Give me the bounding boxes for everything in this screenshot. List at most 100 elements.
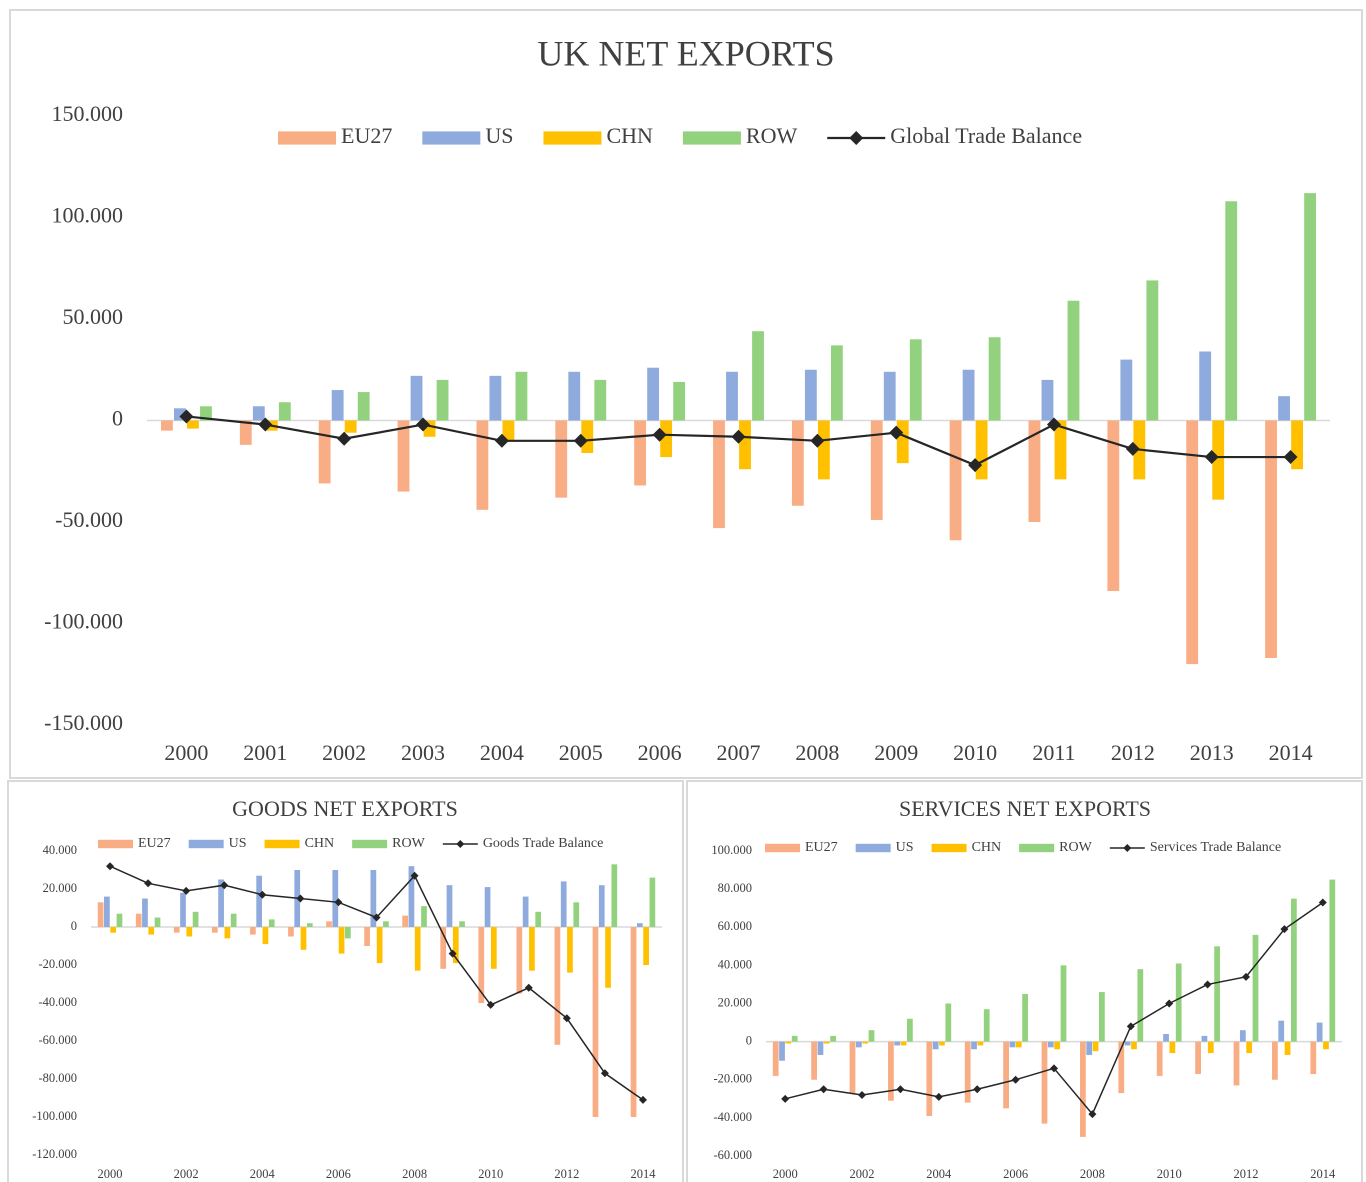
line-marker	[889, 425, 904, 440]
line-marker	[968, 458, 983, 473]
legend-label: US	[896, 840, 914, 855]
bar	[862, 1041, 869, 1044]
line-marker	[1088, 1110, 1097, 1119]
bar	[211, 927, 218, 933]
legend-swatch	[765, 843, 800, 853]
legend-swatch	[931, 843, 967, 853]
bar	[1284, 1041, 1291, 1055]
bar	[554, 927, 561, 1045]
bar	[1323, 1041, 1329, 1050]
x-tick-label: 2004	[926, 1167, 952, 1181]
bar	[555, 420, 568, 498]
legend-swatch	[422, 131, 481, 145]
bar	[414, 927, 421, 971]
y-tick-label: 0	[71, 919, 77, 933]
legend-label: EU27	[805, 840, 838, 855]
x-tick-label: 2014	[630, 1167, 656, 1181]
bar	[187, 420, 199, 429]
bar	[926, 1041, 933, 1116]
bar	[1175, 963, 1182, 1042]
line-marker	[106, 862, 115, 871]
legend-label: EU27	[138, 836, 171, 851]
bar	[1233, 1041, 1240, 1086]
bar	[817, 420, 830, 480]
line-marker	[1125, 441, 1140, 456]
bar	[1137, 969, 1144, 1042]
bar	[1252, 934, 1259, 1042]
bar	[410, 375, 423, 421]
bar	[1199, 351, 1212, 421]
bar	[567, 927, 573, 973]
bar	[135, 913, 142, 927]
bar	[939, 1041, 945, 1046]
bar	[344, 420, 357, 433]
bar	[896, 420, 909, 464]
bar	[849, 1041, 856, 1094]
bar	[300, 927, 307, 950]
bar	[1067, 300, 1080, 421]
bar	[1009, 1041, 1016, 1048]
x-tick-label: 2012	[1111, 740, 1155, 765]
line-marker	[486, 1000, 495, 1009]
x-tick-label: 2003	[401, 740, 445, 765]
line-marker	[1318, 898, 1327, 907]
y-tick-label: -60.000	[38, 1033, 77, 1047]
x-tick-label: 2009	[874, 740, 918, 765]
bar	[174, 408, 186, 421]
bar	[446, 885, 453, 927]
x-tick-label: 2004	[250, 1167, 276, 1181]
x-tick-label: 2007	[717, 740, 761, 765]
bar	[192, 911, 199, 927]
x-tick-label: 2008	[402, 1167, 427, 1181]
bar	[239, 420, 252, 445]
line-marker	[1046, 417, 1061, 432]
bar	[423, 420, 436, 437]
bar	[535, 911, 542, 927]
legend-label: US	[229, 836, 247, 851]
chart-frame	[9, 9, 1363, 779]
chart-title: SERVICES NET EXPORTS	[899, 796, 1151, 821]
y-tick-label: -100.000	[44, 609, 123, 634]
x-tick-label: 2006	[1003, 1167, 1028, 1181]
bar	[713, 420, 725, 529]
bar	[811, 1041, 817, 1080]
bar	[262, 927, 269, 945]
bar	[830, 345, 843, 421]
y-tick-label: -20.000	[713, 1072, 752, 1086]
bar	[1047, 1041, 1054, 1048]
y-tick-label: -150.000	[44, 710, 123, 735]
bar	[779, 1041, 785, 1061]
line-marker	[1242, 972, 1250, 981]
bar	[1028, 420, 1041, 522]
y-tick-label: -60.000	[713, 1148, 752, 1162]
legend-label: Goods Trade Balance	[483, 836, 604, 851]
x-tick-label: 2008	[795, 740, 839, 765]
bar	[110, 927, 117, 933]
bar	[306, 923, 313, 927]
x-tick-label: 2011	[1032, 740, 1075, 765]
bar	[516, 927, 523, 994]
bar	[1107, 420, 1120, 592]
bar	[1272, 1041, 1278, 1080]
bar	[148, 927, 155, 935]
legend-label: CHN	[972, 840, 1002, 855]
bar	[331, 390, 344, 421]
bar	[142, 898, 148, 927]
y-tick-label: 100.000	[711, 843, 752, 857]
y-tick-label: 150.000	[52, 101, 124, 126]
bar	[785, 1041, 792, 1044]
x-tick-label: 2014	[1310, 1167, 1336, 1181]
bar	[278, 402, 291, 421]
line-marker	[220, 881, 229, 890]
line-marker	[1011, 1075, 1020, 1084]
bar	[592, 927, 599, 1117]
line-marker	[494, 433, 509, 448]
bar	[630, 927, 637, 1117]
bar	[1092, 1041, 1099, 1052]
bar	[1156, 1041, 1163, 1076]
bar	[643, 927, 649, 965]
legend-swatch	[352, 839, 388, 849]
bar	[338, 927, 345, 954]
bar	[975, 420, 988, 480]
